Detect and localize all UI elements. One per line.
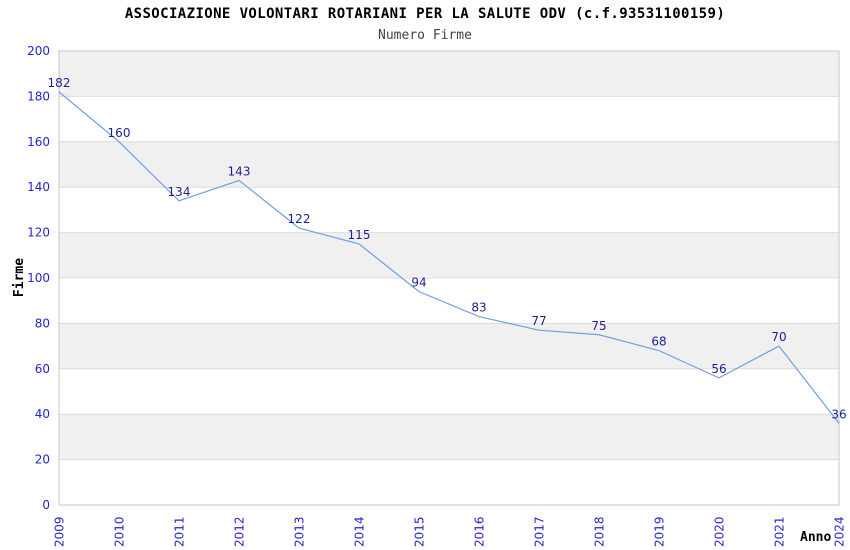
x-tick-label: 2011 bbox=[173, 516, 187, 547]
x-tick-label: 2014 bbox=[353, 516, 367, 547]
y-tick-label: 0 bbox=[42, 498, 50, 512]
plot-border bbox=[58, 50, 840, 506]
x-tick-label: 2015 bbox=[413, 516, 427, 547]
plot-band bbox=[59, 51, 839, 97]
x-tick-label: 2020 bbox=[713, 516, 727, 547]
x-tick-label: 2010 bbox=[113, 516, 127, 547]
y-tick-label: 60 bbox=[35, 362, 50, 376]
plot-band bbox=[59, 232, 839, 278]
data-point-label: 83 bbox=[471, 301, 486, 315]
data-point-label: 143 bbox=[228, 164, 251, 178]
x-axis-title: Anno bbox=[800, 530, 832, 545]
x-tick-label: 2013 bbox=[293, 516, 307, 547]
data-point-label: 182 bbox=[48, 76, 71, 90]
y-tick-label: 40 bbox=[35, 407, 50, 421]
y-tick-label: 140 bbox=[27, 180, 50, 194]
data-point-label: 77 bbox=[531, 314, 546, 328]
x-tick-label: 2021 bbox=[773, 516, 787, 547]
chart-subtitle: Numero Firme bbox=[378, 28, 472, 43]
y-tick-label: 100 bbox=[27, 271, 50, 285]
y-tick-label: 20 bbox=[35, 453, 50, 467]
y-axis-title-text: Firme bbox=[12, 257, 28, 297]
x-tick-label: 2012 bbox=[233, 516, 247, 547]
plot-band bbox=[59, 141, 839, 188]
x-tick-label: 2024 bbox=[833, 516, 847, 547]
x-tick-label: 2018 bbox=[593, 516, 607, 547]
data-point-label: 75 bbox=[591, 319, 606, 333]
chart-title: ASSOCIAZIONE VOLONTARI ROTARIANI PER LA … bbox=[124, 6, 726, 22]
y-tick-label: 80 bbox=[35, 316, 50, 330]
data-point-label: 160 bbox=[108, 126, 131, 140]
data-line bbox=[58, 91, 840, 424]
y-tick-label: 200 bbox=[27, 44, 50, 58]
plot-band bbox=[59, 323, 839, 369]
data-point-label: 134 bbox=[168, 185, 191, 199]
plot-band bbox=[59, 414, 839, 460]
data-point-label: 68 bbox=[651, 335, 666, 349]
y-tick-label: 180 bbox=[27, 89, 50, 103]
data-point-label: 115 bbox=[348, 228, 371, 242]
y-tick-label: 120 bbox=[27, 226, 50, 240]
data-point-label: 94 bbox=[411, 276, 426, 290]
data-point-label: 36 bbox=[831, 407, 846, 421]
x-tick-label: 2009 bbox=[53, 516, 67, 547]
data-point-label: 122 bbox=[288, 212, 311, 226]
y-axis-title: Firme bbox=[0, 257, 40, 297]
x-tick-label: 2017 bbox=[533, 516, 547, 547]
x-tick-label: 2016 bbox=[473, 516, 487, 547]
x-tick-label: 2019 bbox=[653, 516, 667, 547]
y-tick-label: 160 bbox=[27, 135, 50, 149]
data-point-label: 56 bbox=[711, 362, 726, 376]
data-point-label: 70 bbox=[771, 330, 786, 344]
